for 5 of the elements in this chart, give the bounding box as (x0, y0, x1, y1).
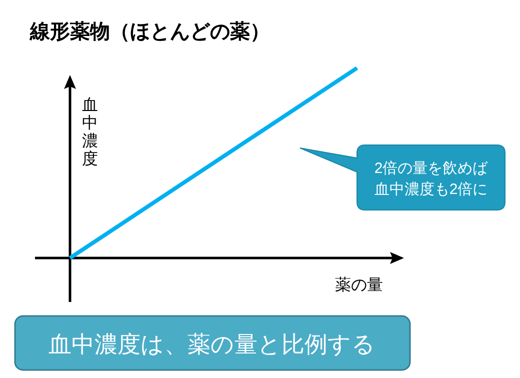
note-box: 血中濃度は、薬の量と比例する (14, 315, 411, 371)
x-axis-title: 薬の量 (335, 276, 383, 294)
chart-title: 線形薬物（ほとんどの薬） (29, 20, 270, 43)
y-axis-title: 血中濃度 (82, 97, 98, 168)
annotation: 2倍の量を飲めば血中濃度も2倍に (374, 160, 489, 198)
